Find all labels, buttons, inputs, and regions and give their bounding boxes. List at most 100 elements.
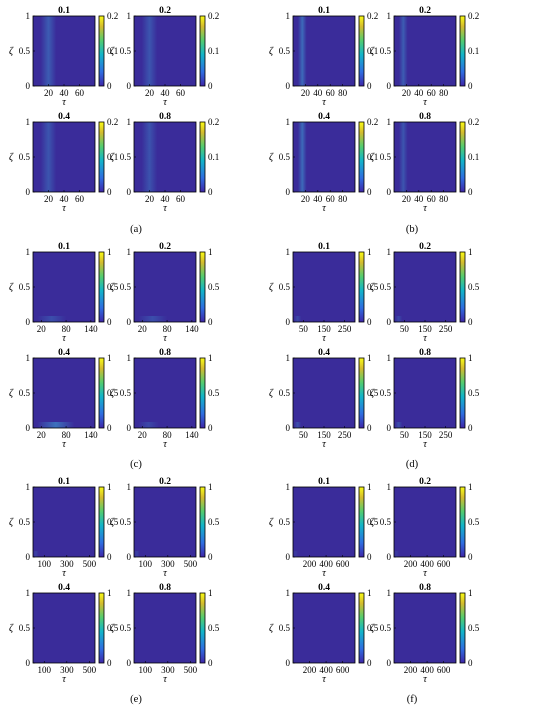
colorbar-tick-label: 0.1	[208, 46, 219, 56]
colorbar-tick-label: 0	[468, 658, 473, 668]
colorbar-tick-label: 0	[107, 187, 112, 197]
y-tick-label: 0.5	[380, 623, 392, 633]
x-axis-label: τ	[423, 674, 427, 685]
heatmap-subplot: 0.2 0 0.5 1 20 40 60 80 τ ζ 0 0.1 0.2	[370, 6, 479, 108]
x-tick-label: 400	[319, 559, 333, 569]
y-tick-label: 0.5	[19, 152, 31, 162]
intensity-band	[395, 422, 403, 428]
x-tick-label: 60	[326, 194, 336, 204]
colorbar-tick-label: 0	[367, 187, 372, 197]
colorbar-tick-label: 1	[107, 247, 112, 257]
y-tick-label: 1	[286, 117, 291, 127]
y-tick-label: 0	[26, 658, 31, 668]
colorbar	[460, 122, 465, 192]
colorbar-tick-label: 0.2	[468, 11, 479, 21]
x-tick-label: 400	[319, 665, 333, 675]
y-tick-label: 1	[26, 247, 31, 257]
colorbar	[359, 487, 364, 557]
intensity-band	[138, 422, 159, 428]
heatmap-area	[33, 252, 95, 322]
subplot-title: 0.2	[419, 6, 431, 16]
colorbar-tick-label: 0.2	[468, 117, 479, 127]
heatmap-subplot: 0.4 0 0.5 1 100 300 500 τ ζ 0 0.5 1	[9, 583, 119, 685]
colorbar-frame	[459, 357, 466, 429]
subplot-title: 0.8	[159, 348, 171, 358]
colorbar	[200, 358, 205, 428]
y-axis-label: ζ	[269, 388, 274, 399]
x-tick-label: 100	[38, 665, 52, 675]
colorbar-tick-label: 0	[468, 187, 473, 197]
colorbar-frame	[358, 251, 365, 323]
x-tick-label: 50	[299, 430, 309, 440]
x-tick-label: 50	[400, 430, 410, 440]
intensity-band	[294, 422, 302, 428]
subplot-title: 0.2	[159, 477, 171, 487]
colorbar-tick-label: 0	[208, 317, 213, 327]
colorbar-frame	[98, 15, 105, 87]
subplot-title: 0.2	[419, 477, 431, 487]
intensity-band	[398, 16, 408, 86]
colorbar-frame	[358, 592, 365, 664]
x-tick-label: 150	[317, 430, 331, 440]
colorbar	[359, 16, 364, 86]
subplot-title: 0.8	[159, 112, 171, 122]
y-axis-label: ζ	[9, 282, 14, 293]
y-tick-label: 1	[387, 353, 392, 363]
subplot-title: 0.2	[159, 6, 171, 16]
x-tick-label: 500	[184, 665, 198, 675]
y-tick-label: 0	[127, 187, 132, 197]
y-tick-label: 1	[286, 353, 291, 363]
x-tick-label: 20	[37, 324, 47, 334]
x-axis-label: τ	[322, 439, 326, 450]
colorbar-frame	[459, 15, 466, 87]
colorbar	[359, 252, 364, 322]
colorbar-frame	[199, 357, 206, 429]
colorbar-tick-label: 0	[367, 317, 372, 327]
x-tick-label: 150	[317, 324, 331, 334]
y-tick-label: 0	[26, 81, 31, 91]
y-axis-label: ζ	[370, 46, 375, 57]
x-tick-label: 150	[418, 430, 432, 440]
subplot-title: 0.1	[318, 6, 330, 16]
x-tick-label: 20	[301, 194, 311, 204]
intensity-band	[141, 16, 158, 86]
subplot-title: 0.8	[419, 348, 431, 358]
x-tick-label: 20	[301, 88, 311, 98]
intensity-band	[134, 551, 140, 557]
colorbar	[460, 593, 465, 663]
colorbar	[460, 16, 465, 86]
x-tick-label: 40	[161, 194, 171, 204]
y-tick-label: 1	[286, 588, 291, 598]
colorbar-tick-label: 0	[468, 423, 473, 433]
y-tick-label: 0.5	[19, 282, 31, 292]
heatmap-area	[33, 358, 95, 428]
x-axis-label: τ	[62, 674, 66, 685]
heatmap-area	[134, 593, 196, 663]
colorbar-frame	[199, 592, 206, 664]
x-tick-label: 100	[139, 559, 153, 569]
heatmap-subplot: 0.4 0 0.5 1 20 40 60 τ ζ 0 0.1 0.2	[9, 112, 118, 214]
heatmap-area	[293, 593, 355, 663]
x-tick-label: 80	[439, 88, 449, 98]
y-axis-label: ζ	[110, 46, 115, 57]
x-tick-label: 80	[163, 430, 173, 440]
colorbar	[99, 487, 104, 557]
intensity-band	[395, 316, 403, 322]
x-tick-label: 250	[338, 430, 352, 440]
colorbar-tick-label: 0	[107, 552, 112, 562]
x-axis-label: τ	[62, 568, 66, 579]
y-axis-label: ζ	[110, 623, 115, 634]
x-axis-label: τ	[322, 568, 326, 579]
colorbar-frame	[358, 121, 365, 193]
y-tick-label: 0.5	[279, 282, 291, 292]
subplot-title: 0.8	[419, 112, 431, 122]
colorbar-tick-label: 0	[468, 81, 473, 91]
x-tick-label: 600	[437, 559, 451, 569]
colorbar-tick-label: 0.5	[208, 623, 220, 633]
x-tick-label: 20	[145, 88, 155, 98]
colorbar-tick-label: 1	[367, 247, 372, 257]
x-tick-label: 200	[303, 559, 317, 569]
colorbar	[200, 122, 205, 192]
